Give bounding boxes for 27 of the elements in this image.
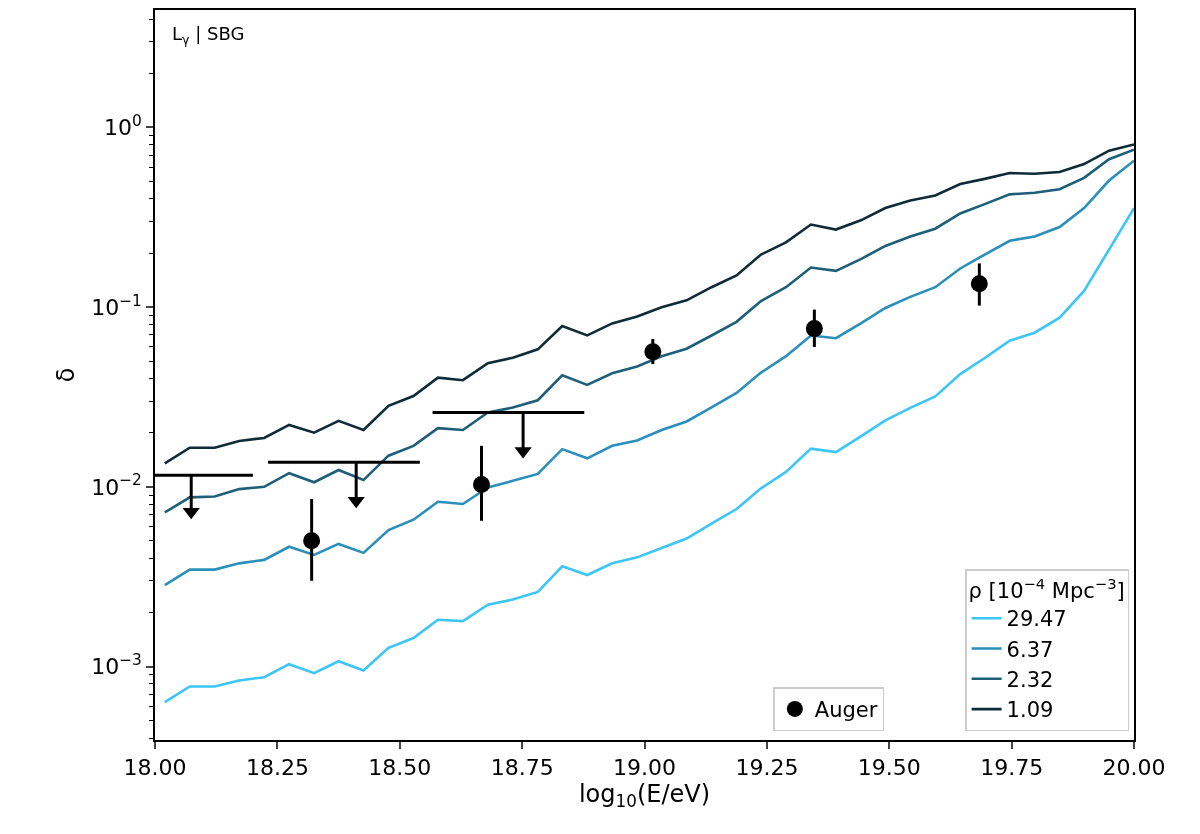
y-tick-label: 10$^{−3}$ xyxy=(91,650,142,680)
x-tick-label: 18.75 xyxy=(490,755,554,781)
legend-label: 29.47 xyxy=(1006,607,1067,632)
x-tick-label: 19.25 xyxy=(735,755,799,781)
legend-label: 1.09 xyxy=(1006,698,1054,723)
annotation: L$_{γ}$ | SBG xyxy=(172,23,245,47)
legend-title: ρ [10$^{−4}$ Mpc$^{−3}$] xyxy=(968,575,1125,604)
x-axis-title: log$_{10}$(E/eV) xyxy=(578,780,711,812)
x-tick-label: 19.50 xyxy=(857,755,921,781)
y-axis-title: δ xyxy=(51,367,80,383)
x-tick-label: 18.50 xyxy=(368,755,432,781)
legend-label: Auger xyxy=(814,698,878,723)
y-tick-label: 10$^{−1}$ xyxy=(91,291,142,320)
y-tick-label: 10$^{−2}$ xyxy=(91,471,142,500)
x-tick-label: 19.75 xyxy=(980,755,1044,781)
x-tick-label: 18.25 xyxy=(245,755,309,781)
point xyxy=(805,320,823,338)
y-tick-label: 10$^{0}$ xyxy=(104,111,142,141)
x-tick-label: 18.00 xyxy=(123,755,187,781)
legend-label: 2.32 xyxy=(1006,667,1054,692)
point xyxy=(970,275,988,293)
point xyxy=(303,532,321,550)
point xyxy=(644,343,662,361)
point xyxy=(473,476,490,493)
x-tick-label: 20.00 xyxy=(1102,755,1166,781)
x-tick-label: 19.00 xyxy=(613,755,676,781)
legend-label: 6.37 xyxy=(1006,637,1054,662)
